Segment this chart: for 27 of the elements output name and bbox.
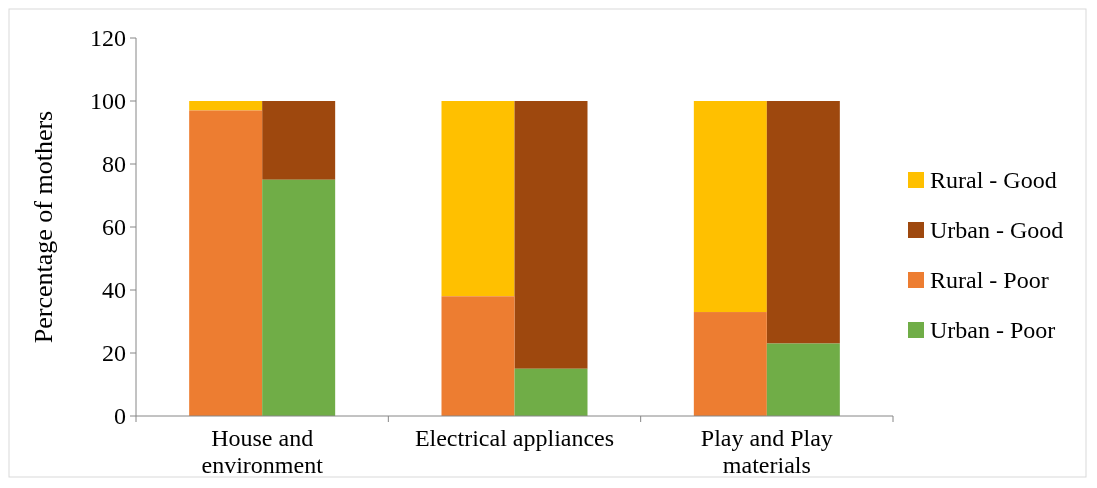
y-tick-label: 40	[102, 277, 126, 304]
legend-label: Urban - Good	[930, 217, 1064, 244]
bar	[693, 101, 767, 313]
bar	[766, 343, 840, 416]
bar	[514, 101, 588, 369]
y-tick-label: 120	[90, 25, 126, 52]
bar	[441, 101, 515, 297]
x-tick-label: Play and Play materials	[700, 425, 833, 478]
legend-label: Rural - Good	[930, 167, 1057, 194]
x-tick-label: Electrical appliances	[414, 425, 615, 451]
legend-label: Rural - Poor	[930, 267, 1049, 294]
y-tick-label: 80	[102, 151, 126, 178]
y-axis-title: Percentage of mothers	[29, 110, 58, 344]
bar	[262, 101, 336, 180]
bar	[441, 296, 515, 416]
y-tick-label: 20	[102, 340, 126, 367]
y-tick-label: 100	[90, 88, 126, 115]
y-tick-label: 0	[114, 403, 126, 430]
bar	[189, 101, 263, 111]
y-tick-label: 60	[102, 214, 126, 241]
bar	[693, 312, 767, 416]
bar	[766, 101, 840, 344]
bar	[514, 368, 588, 416]
x-tick-label: House and environment	[201, 425, 324, 478]
legend-label: Urban - Poor	[930, 317, 1056, 344]
bar	[262, 179, 336, 416]
bar	[189, 110, 263, 416]
